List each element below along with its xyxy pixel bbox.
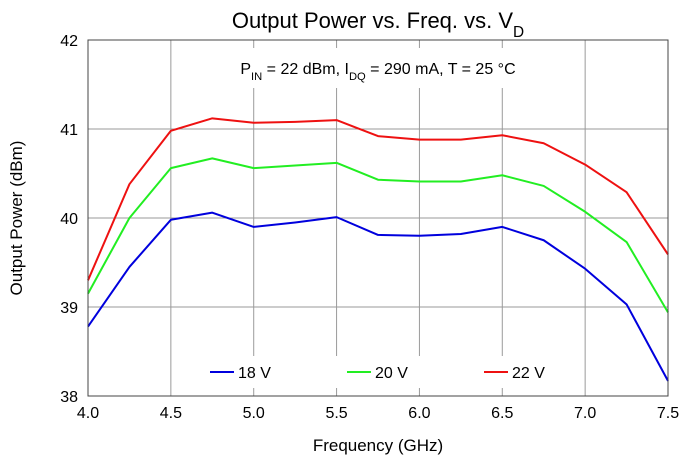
x-tick-label: 6.0 — [408, 405, 430, 422]
series-group — [87, 117, 669, 382]
y-tick-label: 38 — [60, 389, 78, 406]
series-line — [87, 211, 669, 382]
series-line — [87, 157, 669, 313]
y-tick-label: 42 — [60, 33, 78, 50]
x-tick-label: 7.0 — [574, 405, 596, 422]
legend-label: 18 V — [238, 365, 271, 382]
text-segment: = 290 mA, T = 25 °C — [366, 61, 516, 78]
x-tick-label: 5.0 — [243, 405, 265, 422]
x-tick-label: 4.0 — [77, 405, 99, 422]
x-axis-label: Frequency (GHz) — [313, 436, 443, 455]
chart-title: Output Power vs. Freq. vs. VD — [232, 8, 524, 41]
plot-frame — [87, 39, 669, 397]
y-tick-label: 40 — [60, 211, 78, 228]
series-line — [87, 117, 669, 281]
annotation: PIN = 22 dBm, IDQ = 290 mA, T = 25 °C — [240, 61, 515, 83]
subscript: D — [513, 24, 524, 41]
x-tick-label: 6.5 — [491, 405, 513, 422]
x-tick-label: 5.5 — [325, 405, 347, 422]
x-tick-label: 4.5 — [160, 405, 182, 422]
text-segment: Output Power vs. Freq. vs. V — [232, 8, 514, 33]
text-segment: P — [240, 61, 251, 78]
text-segment: = 22 dBm, I — [262, 61, 349, 78]
annotation-box — [186, 48, 576, 88]
legend-box — [196, 356, 576, 388]
legend-label: 22 V — [512, 365, 545, 382]
y-axis-label: Output Power (dBm) — [7, 141, 26, 296]
y-tick-label: 41 — [60, 122, 78, 139]
legend-label: 20 V — [375, 365, 408, 382]
subscript: IN — [251, 71, 262, 83]
y-tick-label: 39 — [60, 300, 78, 317]
subscript: DQ — [349, 71, 366, 83]
x-tick-label: 7.5 — [657, 405, 679, 422]
